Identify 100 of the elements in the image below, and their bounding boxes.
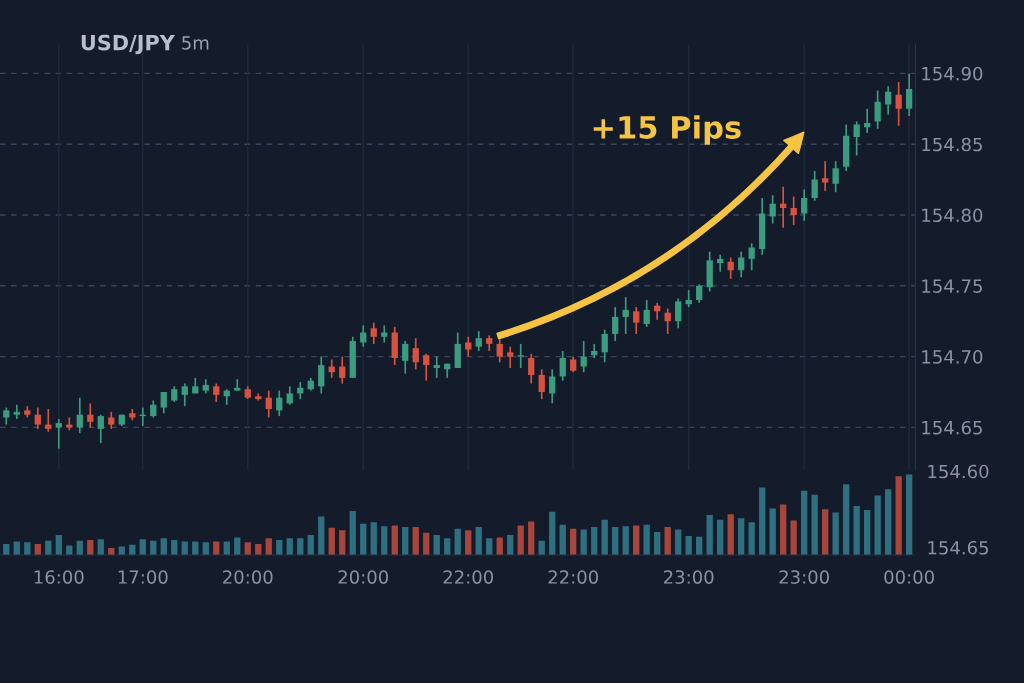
x-tick-label: 22:00 <box>443 570 494 584</box>
bar <box>801 490 808 556</box>
x-tick-label: 20:00 <box>338 570 389 584</box>
candlestick <box>549 368 556 405</box>
candlestick <box>370 321 377 345</box>
bar <box>591 527 598 556</box>
bar <box>696 536 703 556</box>
candlestick <box>475 330 482 352</box>
candlestick <box>402 340 409 375</box>
candlestick <box>874 89 881 130</box>
candlestick <box>643 299 650 328</box>
bar <box>360 523 367 556</box>
bar <box>738 518 745 556</box>
candlestick <box>675 297 682 330</box>
candlestick <box>423 352 430 382</box>
bar <box>580 529 587 556</box>
bar <box>265 538 272 556</box>
text: 154.60 <box>928 464 989 479</box>
bar <box>24 542 31 556</box>
bar <box>13 541 20 556</box>
bar <box>339 530 346 556</box>
bar <box>444 538 451 556</box>
candlestick <box>559 350 566 382</box>
bar <box>276 539 283 556</box>
candlestick <box>738 250 745 279</box>
bar <box>843 484 850 556</box>
x-tick-label: 23:00 <box>779 570 829 584</box>
bar <box>643 524 650 556</box>
candlestick <box>769 194 776 225</box>
candlestick <box>160 391 167 415</box>
bar <box>633 525 640 556</box>
bar <box>465 530 472 556</box>
bar <box>3 543 10 556</box>
candlestick <box>622 296 629 335</box>
candlestick <box>339 355 346 385</box>
bar <box>286 538 293 556</box>
bar <box>675 529 682 556</box>
candlestick <box>538 368 545 400</box>
candlestick <box>286 385 293 406</box>
bar <box>864 510 871 556</box>
bar <box>717 519 724 556</box>
bar <box>150 540 157 556</box>
bar <box>748 522 755 556</box>
chart-title: USD/JPY <box>81 34 176 55</box>
bar <box>244 542 251 556</box>
bar <box>822 509 829 556</box>
bar <box>433 535 440 556</box>
bar <box>622 526 629 556</box>
candlestick <box>213 382 220 403</box>
chart-subtitle: 5m <box>182 36 209 50</box>
y-tick-label: 154.85 <box>922 137 982 152</box>
bar <box>139 539 146 556</box>
bar <box>895 476 902 556</box>
candlestick <box>811 170 818 202</box>
candlestick <box>906 72 913 117</box>
candlestick <box>633 306 640 335</box>
candlestick <box>601 328 608 364</box>
bar <box>213 541 220 556</box>
candlestick <box>412 337 419 371</box>
candlestick <box>433 355 440 379</box>
bar <box>790 520 797 556</box>
bar <box>318 516 325 556</box>
bar <box>475 527 482 556</box>
candlestick <box>580 340 587 374</box>
bar <box>234 537 241 556</box>
bar <box>769 508 776 556</box>
bar <box>171 539 178 556</box>
bar <box>129 544 136 556</box>
y-tick-label: 154.75 <box>922 279 982 293</box>
bar <box>370 522 377 556</box>
bar <box>255 543 262 556</box>
bar <box>381 526 388 556</box>
bar <box>664 527 671 556</box>
bar <box>76 540 83 556</box>
bar <box>612 527 619 556</box>
x-tick-label: 17:00 <box>118 570 168 584</box>
bar <box>759 487 766 556</box>
bar <box>727 514 734 556</box>
bar <box>853 506 860 556</box>
candlestick <box>801 188 808 222</box>
bar <box>528 521 535 556</box>
y-tick-label: 154.65 <box>922 420 982 435</box>
candlestick <box>612 306 619 342</box>
candlestick <box>265 389 272 419</box>
candlestick <box>696 283 703 304</box>
bar <box>601 519 608 556</box>
bar <box>496 537 503 556</box>
bar <box>192 541 199 556</box>
candlestick <box>181 382 188 408</box>
bar <box>160 538 167 556</box>
bar <box>181 541 188 556</box>
candlestick <box>748 242 755 272</box>
x-tick-label: 16:00 <box>34 570 84 584</box>
annotation: +15 Pips <box>593 115 741 145</box>
x-tick-label: 00:00 <box>884 570 934 584</box>
bar <box>108 548 115 556</box>
candlestick <box>832 160 839 194</box>
bar <box>202 542 209 556</box>
candlestick <box>318 355 325 395</box>
candlestick <box>507 345 514 369</box>
